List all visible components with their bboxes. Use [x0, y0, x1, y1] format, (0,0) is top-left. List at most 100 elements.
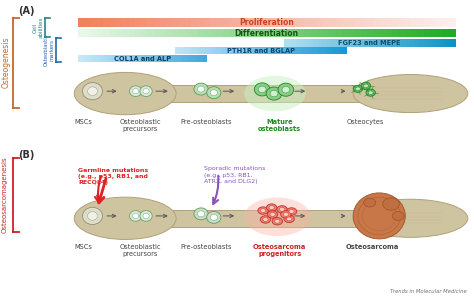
Ellipse shape [383, 198, 400, 210]
Bar [361, 18, 368, 27]
Ellipse shape [82, 83, 102, 100]
Ellipse shape [244, 76, 306, 111]
Bar [286, 47, 290, 54]
Bar [184, 47, 187, 54]
Bar [449, 39, 453, 47]
Bar [304, 18, 311, 27]
Bar [275, 47, 278, 54]
Bar [370, 39, 373, 47]
Bar [84, 18, 91, 27]
Bar [444, 39, 447, 47]
Bar [342, 18, 349, 27]
Bar [116, 18, 123, 27]
Bar [255, 47, 258, 54]
Ellipse shape [362, 201, 396, 231]
Text: Cell
abilities: Cell abilities [33, 17, 44, 38]
Bar [166, 55, 168, 62]
Bar [87, 55, 90, 62]
Text: Proliferation: Proliferation [239, 18, 294, 27]
Bar [176, 55, 179, 62]
Bar [82, 55, 85, 62]
Bar [252, 47, 255, 54]
Ellipse shape [270, 213, 275, 216]
Bar [121, 55, 124, 62]
Bar [198, 18, 204, 27]
Bar [185, 55, 188, 62]
Bar [347, 39, 350, 47]
Bar [190, 47, 193, 54]
Bar [181, 55, 183, 62]
Ellipse shape [140, 211, 152, 221]
Polygon shape [144, 210, 392, 227]
Ellipse shape [258, 86, 266, 93]
Bar [343, 47, 346, 54]
Bar [329, 29, 336, 37]
Bar [395, 39, 399, 47]
Text: Osteoblastic
precursors: Osteoblastic precursors [119, 244, 161, 257]
Bar [254, 18, 261, 27]
Bar [91, 55, 94, 62]
Bar [138, 55, 141, 62]
Bar [336, 39, 339, 47]
Bar [157, 55, 160, 62]
Ellipse shape [207, 211, 221, 223]
Ellipse shape [286, 208, 297, 215]
Bar [367, 29, 374, 37]
Bar [411, 29, 418, 37]
Bar [316, 39, 319, 47]
Bar [401, 39, 404, 47]
Bar [317, 18, 324, 27]
Bar [298, 47, 301, 54]
Bar [81, 55, 83, 62]
Bar [427, 39, 430, 47]
Text: Osteocytes: Osteocytes [346, 119, 383, 125]
Bar [410, 39, 413, 47]
Bar [242, 29, 248, 37]
Bar [290, 39, 293, 47]
Ellipse shape [82, 207, 102, 225]
Bar [242, 18, 248, 27]
Text: Osteoblastic
markers: Osteoblastic markers [44, 34, 55, 66]
Ellipse shape [88, 211, 98, 220]
Bar [392, 18, 399, 27]
Bar [223, 29, 229, 37]
Bar [175, 47, 179, 54]
Bar [323, 18, 330, 27]
Bar [295, 47, 298, 54]
Bar [279, 29, 286, 37]
Bar [292, 18, 299, 27]
Bar [189, 55, 192, 62]
Bar [355, 18, 361, 27]
Ellipse shape [358, 197, 401, 235]
Text: Osteosarcoma
progenitors: Osteosarcoma progenitors [253, 244, 306, 257]
Bar [97, 18, 104, 27]
Bar [337, 47, 341, 54]
Ellipse shape [272, 217, 283, 225]
Ellipse shape [198, 86, 205, 92]
Bar [151, 55, 154, 62]
Bar [361, 39, 365, 47]
Bar [142, 55, 145, 62]
Bar [447, 39, 450, 47]
Text: Mature
osteoblasts: Mature osteoblasts [258, 119, 301, 132]
Ellipse shape [198, 211, 205, 217]
Bar [387, 39, 390, 47]
Ellipse shape [353, 85, 363, 92]
Ellipse shape [210, 90, 218, 96]
Bar [115, 55, 117, 62]
Bar [248, 29, 255, 37]
Bar [390, 39, 393, 47]
Ellipse shape [283, 213, 289, 216]
Bar [223, 18, 229, 27]
Bar [134, 55, 137, 62]
Bar [122, 29, 129, 37]
Ellipse shape [140, 86, 152, 97]
Bar [421, 39, 424, 47]
Bar [78, 29, 85, 37]
Bar [112, 55, 115, 62]
Ellipse shape [261, 209, 266, 212]
Bar [198, 29, 204, 37]
Ellipse shape [76, 73, 174, 114]
Bar [106, 55, 109, 62]
Ellipse shape [366, 89, 375, 96]
